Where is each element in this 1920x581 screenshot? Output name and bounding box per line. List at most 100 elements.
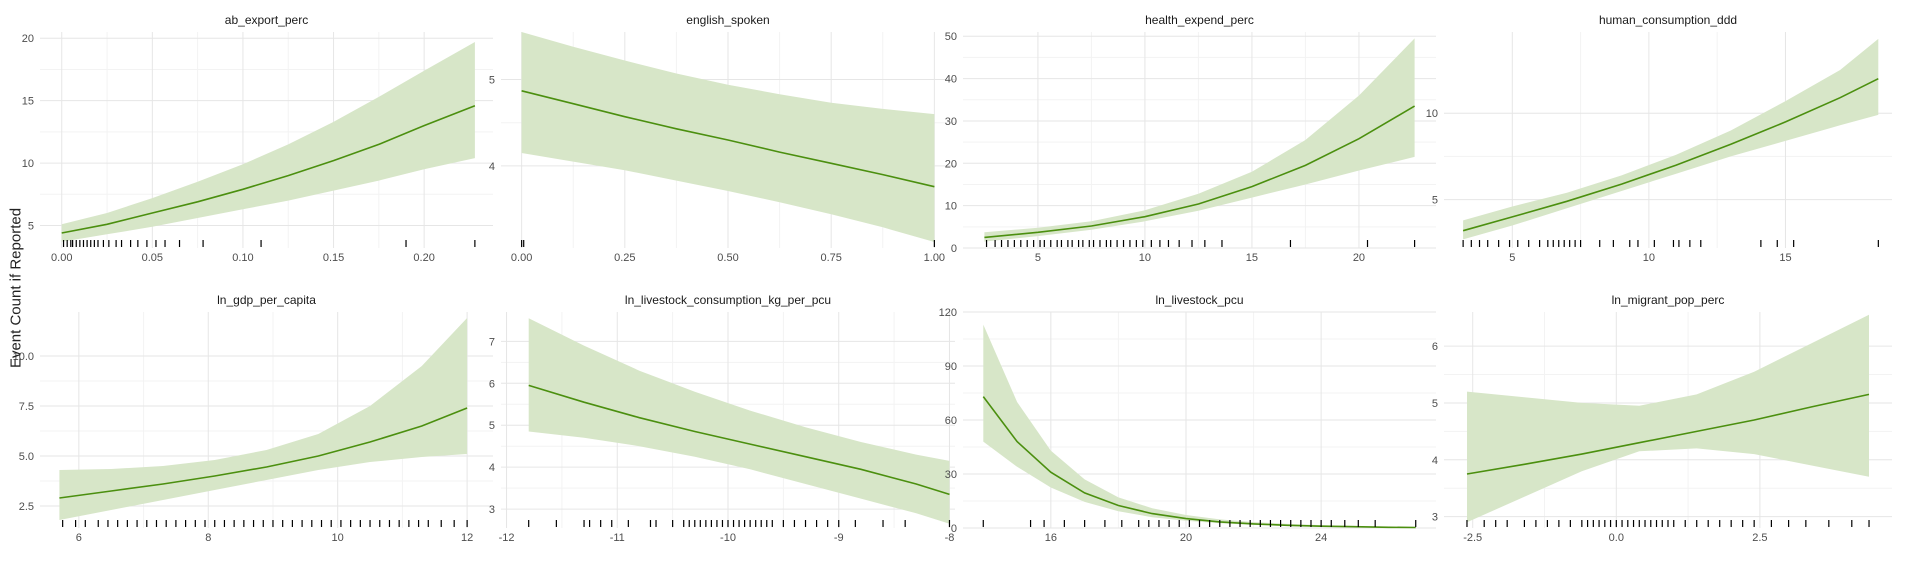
y-tick-label: 10 — [22, 158, 34, 170]
x-tick-label: -11 — [610, 532, 625, 544]
fitted-line — [982, 396, 1416, 529]
fitted-line — [61, 104, 476, 234]
confidence-band — [528, 318, 950, 524]
x-tick-label: 0.00 — [511, 252, 532, 264]
y-tick-label: 4 — [1432, 455, 1438, 467]
y-tick-label: 5 — [1432, 398, 1438, 410]
fitted-line — [521, 90, 935, 188]
confidence-band — [1467, 314, 1869, 523]
x-tick-label: 0.20 — [413, 252, 434, 264]
y-tick-label: 4 — [489, 462, 495, 474]
x-tick-label: 0.75 — [820, 252, 841, 264]
x-tick-label: -2.5 — [1463, 532, 1482, 544]
x-tick-label: -12 — [499, 532, 515, 544]
panel-title: health_expend_perc — [1145, 13, 1254, 27]
x-tick-label: 0.0 — [1609, 532, 1624, 544]
y-tick-label: 50 — [945, 31, 957, 43]
panel-2: english_spoken 0.00 0.25 0.50 0.75 1.00 4 5 — [489, 13, 955, 264]
x-tick-label: 0.05 — [142, 252, 163, 264]
panel-title: ln_livestock_consumption_kg_per_pcu — [625, 293, 831, 307]
x-tick-label: 10 — [1139, 252, 1151, 264]
panel-title: english_spoken — [686, 13, 769, 27]
confidence-band — [984, 38, 1415, 242]
panel-4: human_consumption_ddd 5 10 15 5 10 — [1426, 13, 1892, 264]
x-tick-label: 0.15 — [323, 252, 344, 264]
fitted-line — [59, 407, 468, 499]
fitted-line — [984, 105, 1416, 239]
y-tick-label: 7.5 — [19, 401, 34, 413]
y-tick-label: 90 — [945, 361, 957, 373]
y-tick-label: 5 — [28, 221, 34, 233]
x-tick-label: 0.10 — [232, 252, 253, 264]
y-axis-label-text: Event Count if Reported — [7, 207, 25, 369]
x-tick-label: 20 — [1353, 252, 1365, 264]
y-tick-label: 5 — [489, 75, 495, 87]
panel-5: ln_gdp_per_capita 6 8 10 12 2.5 5.0 7.5 10.0 — [13, 293, 493, 544]
y-tick-label: 5 — [1432, 195, 1438, 207]
x-tick-label: -10 — [720, 532, 736, 544]
panel-1: ab_export_perc 0.00 0.05 0.10 0.15 0.20 5 10 15 2… — [22, 13, 493, 264]
y-tick-label: 10 — [945, 201, 957, 213]
panel-3: health_expend_perc 5 10 15 20 0 10 20 30 40 50 — [945, 13, 1436, 264]
fitted-line — [528, 384, 950, 496]
panel-title: ab_export_perc — [225, 13, 308, 27]
y-tick-label: 6 — [489, 378, 495, 390]
x-tick-label: 24 — [1315, 532, 1327, 544]
y-tick-label: 7 — [489, 336, 495, 348]
x-tick-label: 12 — [461, 532, 473, 544]
x-tick-label: 0.00 — [51, 252, 72, 264]
y-tick-label: 20 — [22, 33, 34, 45]
x-tick-label: 10 — [1643, 252, 1655, 264]
y-tick-label: 2.5 — [19, 501, 34, 513]
x-tick-label: 15 — [1246, 252, 1258, 264]
fitted-line — [1466, 393, 1870, 475]
y-axis-label: Event Count if Reported — [4, 168, 28, 408]
panel-title: human_consumption_ddd — [1599, 13, 1737, 27]
y-tick-label: 15 — [22, 96, 34, 108]
confidence-band — [59, 318, 468, 520]
fitted-line — [1462, 77, 1879, 232]
x-tick-label: 20 — [1180, 532, 1192, 544]
confidence-band — [983, 324, 1416, 528]
confidence-band — [61, 42, 475, 242]
y-tick-label: 10.0 — [13, 351, 34, 363]
confidence-band — [521, 32, 935, 242]
x-tick-label: 10 — [332, 532, 344, 544]
y-tick-label: 4 — [489, 161, 495, 173]
y-tick-label: 30 — [945, 116, 957, 128]
x-tick-label: 15 — [1779, 252, 1791, 264]
panel-8: ln_migrant_pop_perc -2.5 0.0 2.5 3 4 5 6 — [1432, 293, 1892, 544]
x-tick-label: 6 — [76, 532, 82, 544]
y-tick-label: 30 — [945, 469, 957, 481]
y-tick-label: 60 — [945, 415, 957, 427]
x-tick-label: 5 — [1035, 252, 1041, 264]
y-tick-label: 3 — [489, 504, 495, 516]
panel-6: ln_livestock_consumption_kg_per_pcu -12 -1… — [489, 293, 955, 544]
panel-title: ln_livestock_pcu — [1155, 293, 1243, 307]
x-tick-label: -9 — [834, 532, 844, 544]
y-tick-label: 10 — [1426, 108, 1438, 120]
x-tick-label: 0.50 — [717, 252, 738, 264]
x-tick-label: 1.00 — [924, 252, 945, 264]
y-tick-label: 20 — [945, 158, 957, 170]
y-tick-label: 5 — [489, 420, 495, 432]
y-tick-label: 3 — [1432, 512, 1438, 524]
x-tick-label: 5 — [1509, 252, 1515, 264]
y-tick-label: 6 — [1432, 341, 1438, 353]
x-tick-label: 16 — [1045, 532, 1057, 544]
y-tick-label: 0 — [951, 523, 957, 535]
y-tick-label: 40 — [945, 74, 957, 86]
y-tick-label: 120 — [939, 307, 957, 319]
confidence-band — [1463, 38, 1879, 240]
panel-title: ln_migrant_pop_perc — [1612, 293, 1725, 307]
x-tick-label: -8 — [945, 532, 955, 544]
y-tick-label: 0 — [951, 243, 957, 255]
x-tick-label: 0.25 — [614, 252, 635, 264]
x-tick-label: 2.5 — [1752, 532, 1767, 544]
panel-title: ln_gdp_per_capita — [217, 293, 316, 307]
y-tick-label: 5.0 — [19, 451, 34, 463]
x-tick-label: 8 — [205, 532, 211, 544]
panel-7: ln_livestock_pcu 16 20 24 0 30 60 90 120 — [939, 293, 1436, 544]
